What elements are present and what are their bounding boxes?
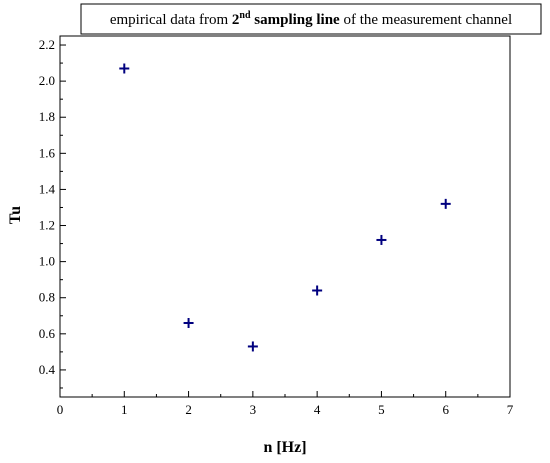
x-tick-label: 4 <box>314 402 321 417</box>
y-tick-label: 0.6 <box>39 326 56 341</box>
data-point <box>183 317 194 328</box>
data-point <box>247 341 258 352</box>
title-prefix: empirical data from <box>110 12 232 28</box>
y-axis: 0.4 0.6 0.8 1.0 1.2 1.4 1.6 1.8 2.0 2.2 <box>39 37 66 389</box>
data-point <box>119 63 130 74</box>
title-bold-part: sampling line <box>251 12 341 28</box>
x-tick-label: 7 <box>507 402 514 417</box>
x-axis-title: n [Hz] <box>263 439 306 456</box>
x-tick-label: 6 <box>442 402 449 417</box>
chart-title: empirical data from 2nd sampling line of… <box>110 10 512 28</box>
title-ordinal-num: 2 <box>232 12 240 28</box>
y-tick-label: 1.2 <box>39 218 55 233</box>
x-tick-label: 5 <box>378 402 385 417</box>
x-tick-label: 2 <box>185 402 192 417</box>
y-axis-title: Tu <box>7 206 24 224</box>
y-tick-label: 1.4 <box>39 181 56 196</box>
title-suffix: of the measurement channel <box>340 12 512 28</box>
y-tick-label: 0.8 <box>39 290 55 305</box>
chart-title-box <box>80 3 542 35</box>
data-point <box>376 234 387 245</box>
y-tick-label: 2.0 <box>39 73 55 88</box>
y-tick-label: 0.4 <box>39 362 56 377</box>
y-tick-label: 2.2 <box>39 37 55 52</box>
y-tick-label: 1.0 <box>39 254 55 269</box>
data-points <box>119 63 451 352</box>
data-point <box>440 198 451 209</box>
y-tick-label: 1.8 <box>39 109 55 124</box>
data-point <box>312 285 323 296</box>
x-tick-label: 0 <box>57 402 64 417</box>
y-tick-label: 1.6 <box>39 145 56 160</box>
x-tick-label: 3 <box>250 402 257 417</box>
plot-frame <box>59 35 511 398</box>
x-axis: 0 1 2 3 4 5 6 7 <box>57 391 514 417</box>
title-ordinal-suffix: nd <box>239 10 251 21</box>
x-tick-label: 1 <box>121 402 128 417</box>
